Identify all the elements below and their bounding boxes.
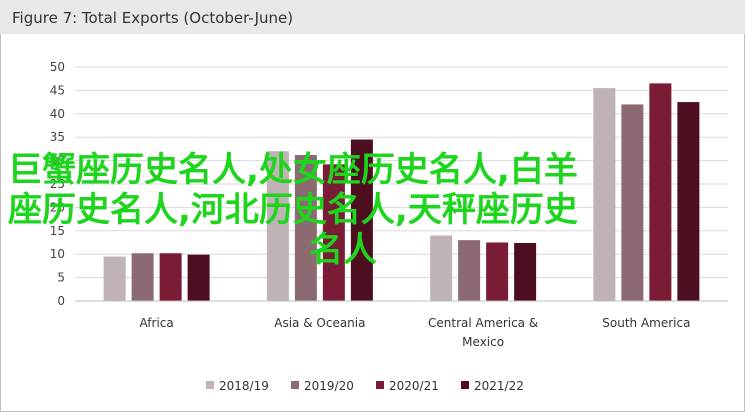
bar <box>514 242 537 301</box>
y-tick-label: 30 <box>50 154 65 168</box>
watermark-text: 巨蟹座历史名人,处女座历史名人,白羊 座历史名人,河北历史名人,天秤座历史 名人 <box>8 150 698 270</box>
bar <box>350 139 373 301</box>
bar <box>103 256 126 301</box>
legend-swatch <box>376 381 384 389</box>
bar <box>430 235 453 301</box>
y-tick-label: 35 <box>50 130 65 144</box>
chart-title: Figure 7: Total Exports (October-June) <box>12 9 294 27</box>
bar <box>159 253 182 301</box>
watermark-line-2: 座历史名人,河北历史名人,天秤座历史 <box>8 190 578 230</box>
watermark-line-1: 巨蟹座历史名人,处女座历史名人,白羊 <box>8 150 578 190</box>
x-category-label: South America <box>602 316 690 330</box>
legend-label: 2019/20 <box>304 379 354 393</box>
axes: 0 5 10 15 20 25 30 35 40 45 50 Africa Asia & Oceania… <box>50 60 728 349</box>
bar <box>322 164 345 301</box>
y-tick-label: 15 <box>50 224 65 238</box>
gridlines <box>75 66 728 302</box>
bar <box>649 83 672 301</box>
y-tick-label: 25 <box>50 177 65 191</box>
legend-swatch <box>206 381 214 389</box>
y-tick-label: 40 <box>50 107 65 121</box>
bar <box>294 154 317 301</box>
legend-swatch <box>461 381 469 389</box>
bar <box>266 151 289 301</box>
bar <box>593 88 616 301</box>
y-tick-label: 50 <box>50 60 65 74</box>
watermark-line-3: 名人 <box>309 230 377 270</box>
chart-title-bar: Figure 7: Total Exports (October-June) <box>0 0 745 34</box>
y-tick-label: 10 <box>50 247 65 261</box>
bar <box>458 240 481 301</box>
bars <box>103 83 700 301</box>
bar <box>621 104 644 301</box>
bar <box>677 102 700 301</box>
x-category-label: Africa <box>140 316 174 330</box>
y-tick-label: 45 <box>50 83 65 97</box>
legend-label: 2021/22 <box>474 379 524 393</box>
legend-label: 2020/21 <box>389 379 439 393</box>
y-tick-label: 0 <box>57 294 65 308</box>
x-category-label: Central America & <box>428 316 538 330</box>
legend-label: 2018/19 <box>219 379 269 393</box>
bar <box>187 254 210 301</box>
legend: 2018/19 2019/20 2020/21 2021/22 <box>206 379 524 393</box>
bar <box>486 242 509 301</box>
legend-swatch <box>291 381 299 389</box>
y-tick-label: 20 <box>50 200 65 214</box>
x-category-label: Mexico <box>462 335 504 349</box>
y-tick-label: 5 <box>57 271 65 285</box>
bar <box>131 253 154 301</box>
x-category-label: Asia & Oceania <box>274 316 365 330</box>
